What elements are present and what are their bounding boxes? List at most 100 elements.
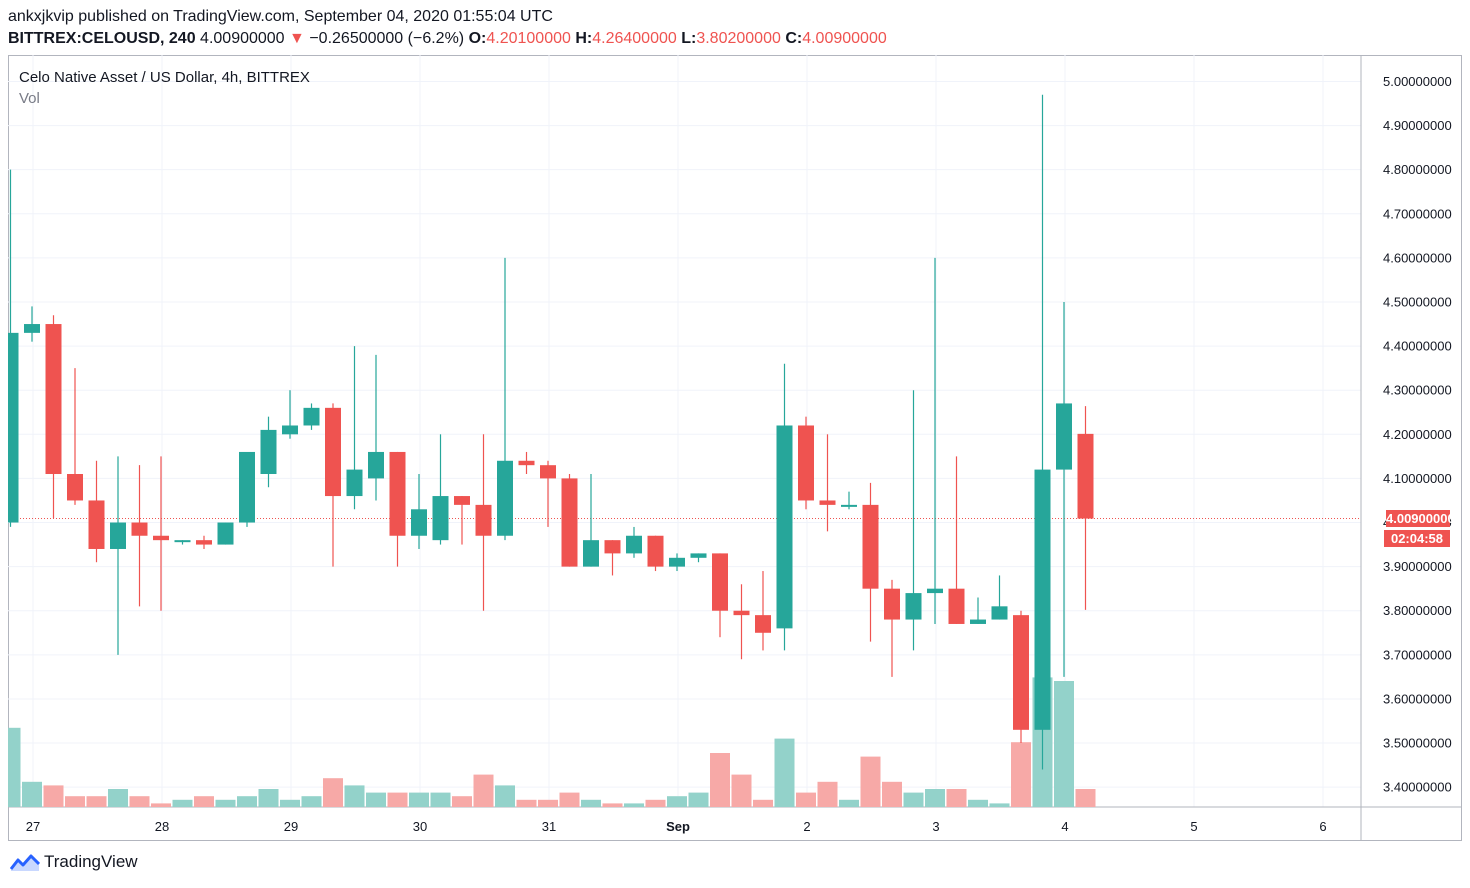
volume-bar bbox=[516, 799, 537, 807]
candle-body[interactable] bbox=[432, 496, 449, 541]
y-tick-label: 3.50000000 bbox=[1383, 736, 1452, 751]
candle-body[interactable] bbox=[669, 557, 685, 567]
legend-title: Celo Native Asset / US Dollar, 4h, BITTR… bbox=[19, 69, 310, 86]
candle-body[interactable] bbox=[346, 469, 363, 497]
low-value: 3.80200000 bbox=[696, 30, 781, 47]
volume-bar bbox=[968, 799, 988, 807]
candle-body[interactable] bbox=[626, 535, 642, 554]
candle-body[interactable] bbox=[755, 615, 771, 633]
candle-body[interactable] bbox=[690, 553, 707, 558]
candle-body[interactable] bbox=[389, 451, 406, 536]
candle-body[interactable] bbox=[712, 553, 728, 611]
volume-bar bbox=[323, 778, 343, 807]
x-tick-label: 30 bbox=[413, 819, 427, 834]
candle-body[interactable] bbox=[110, 522, 126, 549]
volume-bar bbox=[86, 796, 107, 807]
candle-body[interactable] bbox=[776, 425, 793, 629]
candle-body[interactable] bbox=[325, 407, 341, 497]
candle-body[interactable] bbox=[45, 324, 62, 475]
candle-body[interactable] bbox=[454, 496, 470, 505]
volume-bar bbox=[151, 803, 171, 807]
x-tick-label: 3 bbox=[932, 819, 939, 834]
high-label: H: bbox=[575, 30, 593, 47]
candle-body[interactable] bbox=[1034, 469, 1051, 730]
candle-body[interactable] bbox=[561, 478, 578, 567]
volume-bar bbox=[366, 792, 386, 807]
x-tick-label: 28 bbox=[155, 819, 169, 834]
volume-bar bbox=[1075, 789, 1096, 807]
candle-body[interactable] bbox=[411, 509, 427, 536]
volume-bar bbox=[215, 799, 236, 807]
volume-bar bbox=[301, 796, 322, 807]
chart-legend: Celo Native Asset / US Dollar, 4h, BITTR… bbox=[19, 67, 310, 109]
candle-body[interactable] bbox=[303, 407, 320, 426]
candle-body[interactable] bbox=[1077, 433, 1094, 519]
volume-bar bbox=[774, 738, 795, 807]
candle-body[interactable] bbox=[518, 460, 535, 466]
candle-body[interactable] bbox=[497, 460, 513, 536]
low-label: L: bbox=[681, 30, 697, 47]
volume-bar bbox=[8, 727, 21, 807]
candle-body[interactable] bbox=[841, 504, 857, 507]
candle-body[interactable] bbox=[239, 451, 255, 523]
candle-body[interactable] bbox=[153, 535, 169, 541]
volume-bar bbox=[989, 803, 1010, 807]
x-tick-label: 31 bbox=[542, 819, 556, 834]
volume-bar bbox=[925, 789, 945, 807]
candle-body[interactable] bbox=[368, 451, 384, 479]
volume-bar bbox=[22, 781, 42, 807]
candle-body[interactable] bbox=[131, 522, 148, 536]
volume-bar bbox=[1011, 742, 1031, 807]
x-tick-label: 2 bbox=[803, 819, 810, 834]
candle-body[interactable] bbox=[88, 500, 105, 549]
volume-bar bbox=[1054, 681, 1074, 807]
candle-body[interactable] bbox=[260, 429, 277, 475]
volume-bar bbox=[65, 796, 85, 807]
tradingview-logo[interactable]: TradingView bbox=[10, 852, 138, 872]
candle-body[interactable] bbox=[282, 425, 298, 435]
open-label: O: bbox=[468, 30, 487, 47]
candle-body[interactable] bbox=[1056, 403, 1072, 470]
x-tick-label: 6 bbox=[1319, 819, 1326, 834]
candle-body[interactable] bbox=[798, 425, 814, 501]
y-tick-label: 4.60000000 bbox=[1383, 250, 1452, 265]
candle-body[interactable] bbox=[475, 504, 492, 536]
tradingview-logo-icon bbox=[10, 854, 40, 871]
candle-body[interactable] bbox=[196, 540, 212, 545]
volume-bar bbox=[731, 774, 752, 807]
volume-bar bbox=[624, 803, 644, 807]
candle-body[interactable] bbox=[583, 540, 599, 567]
candle-body[interactable] bbox=[217, 522, 234, 545]
candle-body[interactable] bbox=[927, 588, 943, 594]
candle-body[interactable] bbox=[1013, 615, 1029, 730]
y-tick-label: 3.90000000 bbox=[1383, 559, 1452, 574]
volume-bar bbox=[344, 785, 365, 807]
candle-body[interactable] bbox=[862, 504, 879, 589]
x-tick-label: 5 bbox=[1190, 819, 1197, 834]
volume-bar bbox=[817, 781, 838, 807]
candle-body[interactable] bbox=[884, 588, 900, 620]
volume-bar bbox=[538, 799, 558, 807]
candle-body[interactable] bbox=[24, 324, 40, 333]
publish-info: ankxjkvip published on TradingView.com, … bbox=[8, 8, 553, 25]
candle-body[interactable] bbox=[970, 619, 986, 624]
volume-bar bbox=[108, 789, 128, 807]
y-tick-label: 4.20000000 bbox=[1383, 427, 1452, 442]
candle-body[interactable] bbox=[604, 540, 621, 554]
volume-bar bbox=[688, 792, 709, 807]
legend-volume: Vol bbox=[19, 90, 40, 107]
volume-bar bbox=[839, 799, 859, 807]
ohlc-line: BITTREX:CELOUSD, 240 4.00900000 ▼ −0.265… bbox=[8, 28, 887, 50]
candle-body[interactable] bbox=[8, 332, 19, 523]
candle-body[interactable] bbox=[819, 500, 836, 505]
candle-body[interactable] bbox=[647, 535, 664, 567]
volume-bar bbox=[129, 796, 150, 807]
candle-body[interactable] bbox=[67, 474, 83, 501]
candle-body[interactable] bbox=[733, 610, 750, 616]
candle-body[interactable] bbox=[905, 593, 922, 620]
price-chart[interactable]: 3.40000000 3.50000000 3.60000000 3.70000000… bbox=[8, 55, 1462, 841]
candle-body[interactable] bbox=[948, 588, 965, 624]
candle-body[interactable] bbox=[540, 465, 556, 479]
candle-body[interactable] bbox=[174, 540, 191, 543]
candle-body[interactable] bbox=[991, 606, 1008, 620]
